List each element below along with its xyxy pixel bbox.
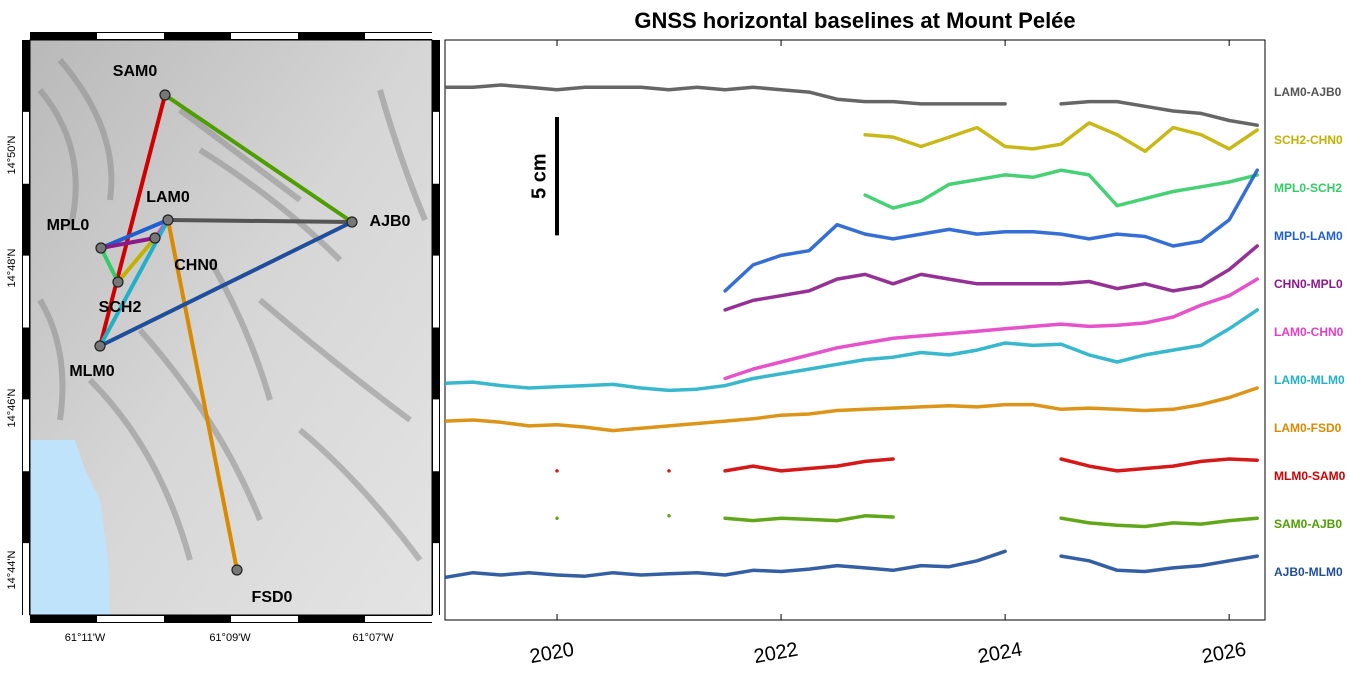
scale-bar-label: 5 cm [528,153,550,199]
legend-label: SAM0-AJB0 [1274,517,1342,531]
station [232,565,242,575]
legend-label: SCH2-CHN0 [1274,133,1343,147]
map-x-tick-label: 61°09'W [209,632,251,644]
series-line [725,246,1257,310]
border-seg [23,399,29,471]
border-seg [433,112,439,184]
map-y-tick-label: 14°50'N [6,135,18,174]
legend-label: LAM0-AJB0 [1274,85,1342,99]
border-seg [23,112,29,184]
border-seg [433,543,439,615]
border-seg [433,399,439,471]
station-label: SAM0 [113,63,158,80]
series-line [865,170,1257,208]
station [96,243,106,253]
station-label: CHN0 [174,257,218,274]
chart-title: GNSS horizontal baselines at Mount Pelée [634,8,1075,33]
legend-label: CHN0-MPL0 [1274,277,1343,291]
map-y-tick-label: 14°48'N [6,248,18,287]
figure: SAM0 LAM0 AJB0 MPL0 CHN0 SCH2 MLM0 FSD0 GNSS ho… [0,0,1349,669]
x-tick-label: 2024 [976,639,1024,668]
plot-area [445,85,1257,577]
border-seg [23,543,29,615]
border-seg [433,256,439,328]
map-y-tick-label: 14°46'N [6,388,18,427]
station [95,341,105,351]
border-seg [365,33,432,39]
series-line [725,279,1257,378]
legend-label: LAM0-CHN0 [1274,325,1344,339]
station [347,217,357,227]
border-seg [231,616,298,622]
legend-label: AJB0-MLM0 [1274,565,1343,579]
map [30,40,432,615]
station [160,90,170,100]
station-label: LAM0 [146,189,190,206]
border-seg [97,616,164,622]
series-line [557,516,1257,527]
baseline [168,220,352,222]
station-label: FSD0 [252,589,293,606]
map-x-tick-label: 61°07'W [352,632,394,644]
series-line [557,459,1257,471]
station [163,215,173,225]
series-line [445,388,1257,431]
series-line [445,310,1257,391]
legend-label: MPL0-LAM0 [1274,229,1343,243]
border-seg [231,33,298,39]
legend-label: LAM0-MLM0 [1274,373,1345,387]
legend-label: LAM0-FSD0 [1274,421,1342,435]
station-label: SCH2 [99,299,142,316]
border-seg [365,616,432,622]
station-label: MPL0 [47,217,90,234]
station [150,233,160,243]
map-y-tick-label: 14°44'N [6,550,18,589]
series-line [445,551,1257,577]
series-line [725,170,1257,291]
border-seg [23,256,29,328]
station [113,277,123,287]
x-tick-label: 2020 [528,639,576,668]
station-label: MLM0 [69,363,114,380]
page: {"map": { "stations": ["SAM0", "LAM0", "… [0,0,1349,674]
series-line [865,123,1257,151]
plot-frame [445,40,1265,620]
border-seg [97,33,164,39]
x-tick-label: 2022 [752,639,800,668]
station-label: AJB0 [370,213,411,230]
x-tick-label: 2026 [1200,639,1248,668]
legend-label: MLM0-SAM0 [1274,469,1346,483]
series-line [445,85,1257,125]
legend-label: MPL0-SCH2 [1274,181,1342,195]
map-x-tick-label: 61°11'W [65,632,106,644]
